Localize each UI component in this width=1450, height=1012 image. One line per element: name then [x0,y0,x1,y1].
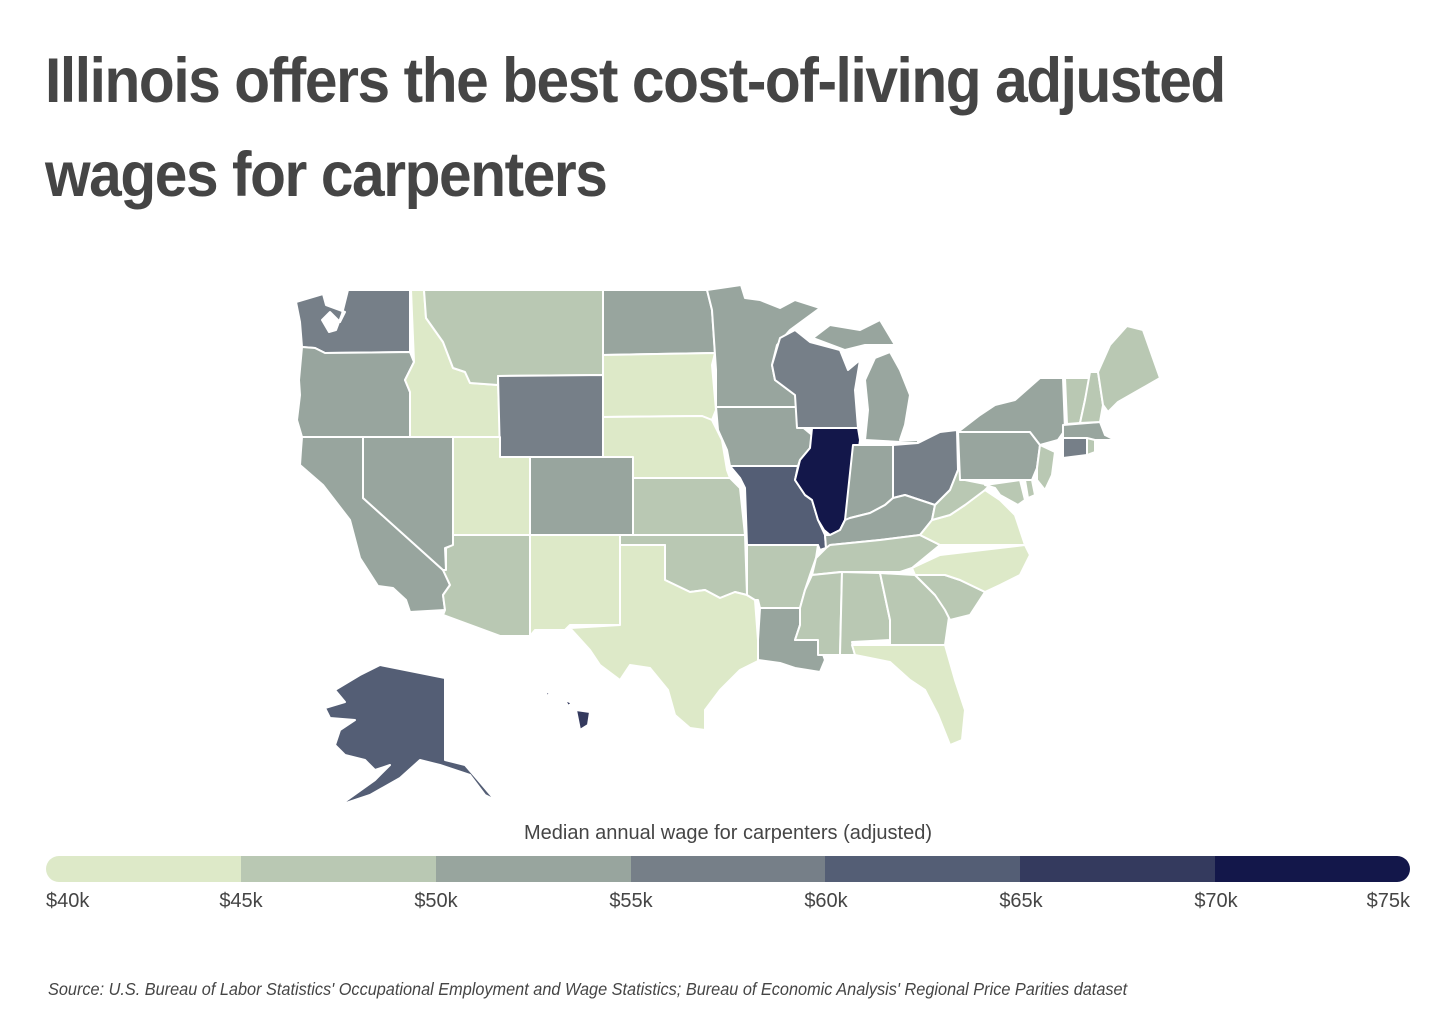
state-NY[interactable] [957,377,1066,446]
state-TX[interactable] [569,544,761,731]
state-AZ[interactable] [442,534,531,637]
legend-bin-55-60k [630,856,826,882]
state-MI[interactable] [812,319,919,444]
state-HI[interactable] [519,676,591,731]
state-ND[interactable] [602,289,716,356]
legend-tick: $55k [609,890,653,912]
state-SD[interactable] [602,352,717,421]
state-ME[interactable] [1097,325,1161,413]
legend-tick: $60k [804,890,848,912]
state-WI[interactable] [771,329,861,429]
state-FL[interactable] [851,644,966,746]
state-MA[interactable] [1062,421,1116,441]
legend-tick: $50k [414,890,458,912]
state-NE[interactable] [602,415,731,479]
legend-tick: $65k [999,890,1043,912]
legend-ticks: $40k $45k $50k $55k $60k $65k $70k $75k [0,890,1450,920]
state-MD[interactable] [984,479,1026,506]
source-note: Source: U.S. Bureau of Labor Statistics'… [48,979,1128,999]
state-NM[interactable] [529,534,621,637]
state-NJ[interactable] [1036,444,1056,491]
legend-tick: $70k [1194,890,1238,912]
legend-bin-70-75k [1215,856,1410,882]
state-OR[interactable] [296,346,415,438]
legend-bin-50-55k [435,856,631,882]
legend-title: Median annual wage for carpenters (adjus… [523,822,933,844]
color-scale-legend [46,856,1410,882]
state-AK[interactable] [324,664,496,806]
legend-tick: $45k [219,890,263,912]
legend-bin-60-65k [825,856,1021,882]
legend-bin-65-70k [1020,856,1216,882]
legend-tick: $75k [1366,890,1410,912]
state-DE[interactable] [1024,479,1036,499]
state-WA[interactable] [295,289,411,354]
legend-tick: $40k [46,890,90,912]
state-WY[interactable] [497,374,604,458]
state-CO[interactable] [529,456,634,536]
state-CT[interactable] [1062,437,1088,459]
legend-bin-45-50k [240,856,436,882]
page-title: Illinois offers the best cost-of-living … [45,46,1226,210]
state-PA[interactable] [957,431,1041,481]
state-NC[interactable] [911,544,1031,593]
state-KS[interactable] [632,477,746,536]
legend-bin-40-45k [46,856,241,882]
